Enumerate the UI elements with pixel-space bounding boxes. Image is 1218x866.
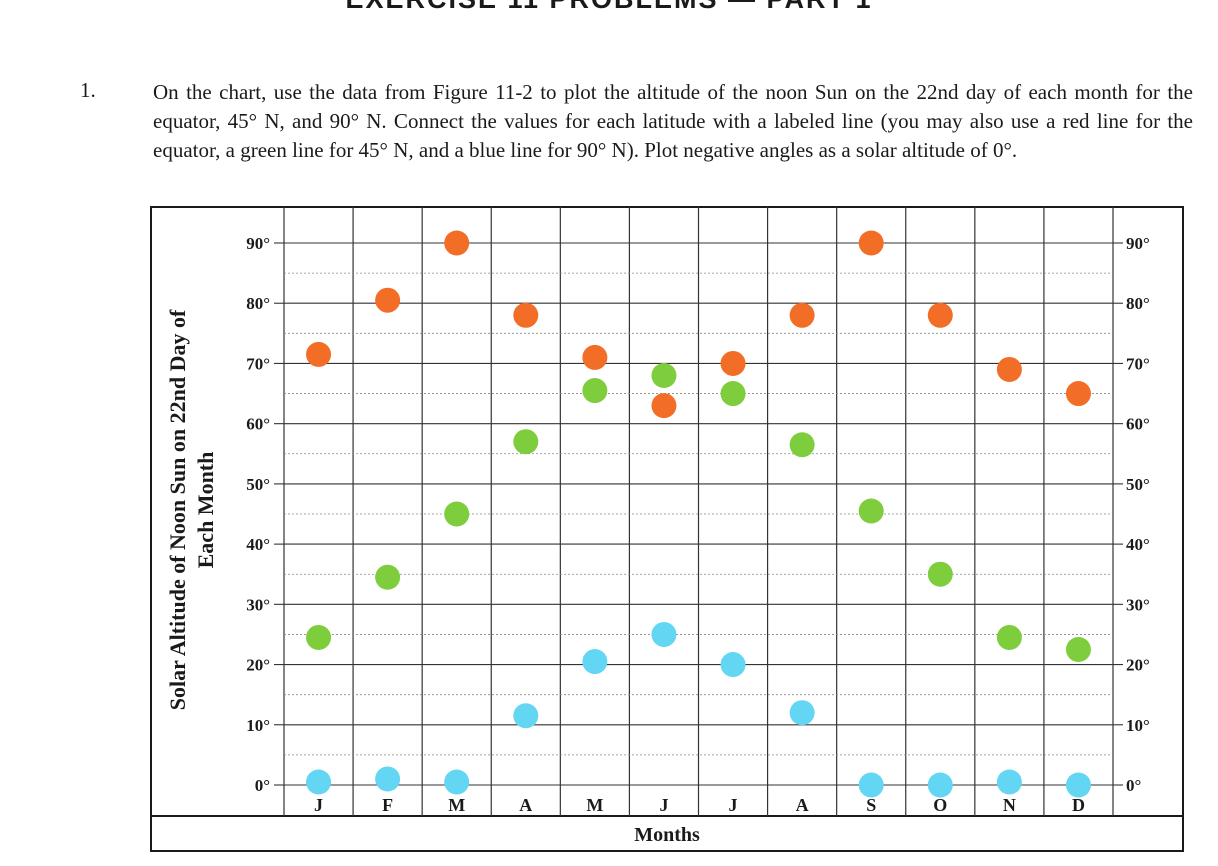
data-point	[720, 381, 746, 407]
data-point	[1065, 772, 1091, 798]
data-point	[444, 769, 470, 795]
data-point	[927, 772, 953, 798]
y-tick-label-left: 30°	[246, 595, 270, 614]
month-label: M	[586, 795, 603, 815]
data-point	[375, 564, 401, 590]
y-tick-label-left: 80°	[246, 294, 270, 313]
data-point	[858, 230, 884, 256]
data-point	[1065, 381, 1091, 407]
data-point	[306, 769, 332, 795]
chart-frame	[150, 206, 1184, 852]
y-axis-label-line1: Solar Altitude of Noon Sun on 22nd Day o…	[165, 309, 190, 710]
y-axis-label-line2: Each Month	[193, 452, 218, 569]
data-point	[996, 624, 1022, 650]
y-tick-label-right: 0°	[1126, 776, 1141, 795]
month-label: A	[796, 795, 809, 815]
data-point	[720, 350, 746, 376]
question-text: On the chart, use the data from Figure 1…	[153, 80, 1193, 162]
y-tick-label-right: 90°	[1126, 234, 1150, 253]
data-point	[513, 429, 539, 455]
y-tick-label-right: 60°	[1126, 415, 1150, 434]
y-tick-label-left: 10°	[246, 716, 270, 735]
data-point	[375, 766, 401, 792]
y-tick-label-left: 20°	[246, 656, 270, 675]
data-point	[651, 362, 677, 388]
data-point	[858, 772, 884, 798]
data-points	[306, 230, 1091, 798]
y-tick-label-left: 70°	[246, 354, 270, 373]
data-point	[858, 498, 884, 524]
y-tick-label-right: 30°	[1126, 595, 1150, 614]
y-tick-label-right: 80°	[1126, 294, 1150, 313]
month-label: A	[519, 795, 532, 815]
data-point	[513, 302, 539, 328]
y-tick-label-left: 60°	[246, 415, 270, 434]
y-tick-label-left: 0°	[255, 776, 270, 795]
y-tick-label-left: 40°	[246, 535, 270, 554]
data-point	[927, 561, 953, 587]
data-point	[513, 703, 539, 729]
month-label: N	[1003, 795, 1016, 815]
x-axis-label: Months	[634, 824, 700, 846]
data-point	[996, 769, 1022, 795]
data-point	[375, 287, 401, 313]
data-point	[444, 501, 470, 527]
month-label: O	[933, 795, 947, 815]
y-tick-label-right: 50°	[1126, 475, 1150, 494]
question-number: 1.	[80, 78, 96, 102]
y-tick-label-right: 10°	[1126, 716, 1150, 735]
exercise-header: EXERCISE 11 PROBLEMS — PART 1	[0, 0, 1218, 15]
data-point	[651, 621, 677, 647]
y-tick-label-right: 70°	[1126, 354, 1150, 373]
month-label: M	[448, 795, 465, 815]
month-label: J	[314, 795, 323, 815]
y-tick-label-right: 40°	[1126, 535, 1150, 554]
chart-grid	[274, 207, 1123, 816]
y-tick-label-left: 90°	[246, 234, 270, 253]
data-point	[306, 341, 332, 367]
tick-labels: 0° 0° 10° 10° 20° 20° 30° 30° 40° 40° 50° 50° 60° 60°…	[246, 234, 1150, 815]
month-label: D	[1072, 795, 1085, 815]
data-point	[927, 302, 953, 328]
data-point	[720, 652, 746, 678]
y-tick-label-left: 50°	[246, 475, 270, 494]
month-label: S	[866, 795, 876, 815]
month-label: F	[382, 795, 393, 815]
month-label: J	[729, 795, 738, 815]
data-point	[582, 649, 608, 675]
month-label: J	[659, 795, 668, 815]
data-point	[996, 356, 1022, 382]
data-point	[306, 624, 332, 650]
data-point	[582, 378, 608, 404]
data-point	[444, 230, 470, 256]
data-point	[582, 344, 608, 370]
data-point	[789, 700, 815, 726]
data-point	[789, 432, 815, 458]
data-point	[651, 393, 677, 419]
data-point	[789, 302, 815, 328]
y-tick-label-right: 20°	[1126, 656, 1150, 675]
data-point	[1065, 637, 1091, 662]
